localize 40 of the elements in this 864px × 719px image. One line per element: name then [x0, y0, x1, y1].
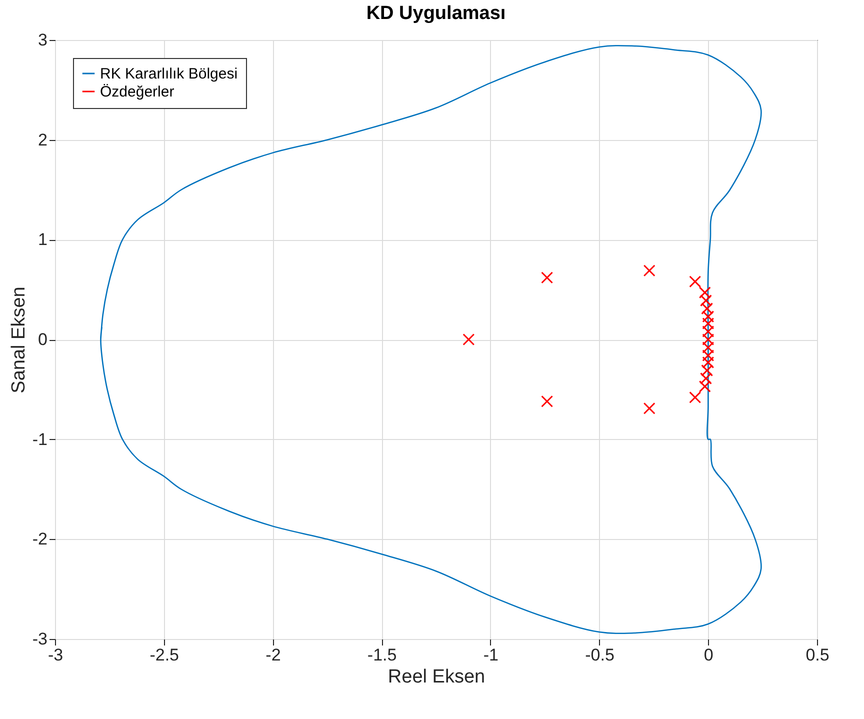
point: [700, 294, 712, 307]
y-tick-label: 2: [38, 130, 48, 150]
point: [462, 334, 475, 346]
y-tick-label: 1: [38, 230, 48, 250]
point: [698, 380, 711, 392]
x-axis-title: Reel Eksen: [388, 666, 486, 688]
y-tick-label: -1: [32, 430, 48, 449]
x-tick-label: 0.5: [806, 646, 830, 664]
y-tick-label: -2: [32, 530, 48, 549]
point: [643, 264, 656, 277]
legend-label: Özdeğerler: [100, 84, 174, 100]
y-axis-title: Sanal Eksen: [8, 286, 30, 394]
point: [701, 364, 714, 376]
legend-label: RK Kararlılık Bölgesi: [100, 66, 238, 82]
y-tick-label: 3: [38, 30, 48, 50]
x-tick-label: -0.5: [585, 646, 614, 664]
point: [702, 341, 714, 354]
y-tick-label: -3: [32, 630, 48, 648]
y-tick-label: 0: [38, 330, 48, 349]
x-tick-label: -1.5: [367, 646, 397, 664]
x-tick-label: 0: [704, 646, 714, 664]
point: [643, 402, 656, 414]
point: [689, 276, 702, 288]
point: [541, 272, 554, 284]
point: [702, 349, 714, 362]
x-tick-label: -2: [266, 646, 281, 664]
x-tick-label: -2.5: [150, 646, 180, 664]
point: [702, 356, 714, 368]
point: [702, 334, 714, 346]
x-tick-label: -1: [483, 646, 498, 664]
point: [689, 391, 702, 404]
point: [702, 318, 714, 330]
point: [702, 310, 714, 323]
point: [700, 372, 712, 384]
point: [698, 286, 711, 299]
chart-title: KD Uygulaması: [366, 3, 506, 24]
line-series: [100, 45, 762, 634]
point: [541, 395, 554, 408]
point: [702, 326, 714, 338]
point: [701, 302, 714, 315]
